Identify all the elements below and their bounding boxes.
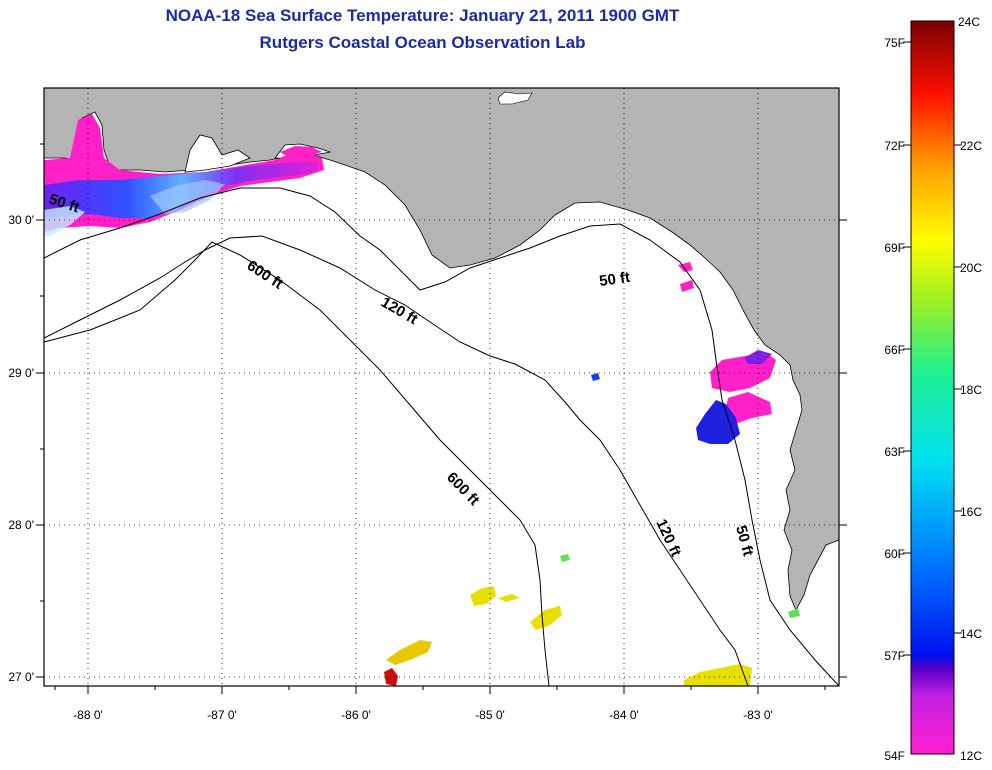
sst-streak-light	[150, 180, 225, 214]
lat-label: 30 0'	[8, 213, 34, 227]
sst-streak-cyan	[44, 206, 85, 236]
contour-label-50ft-north: 50 ft	[598, 269, 631, 290]
map-frame	[43, 87, 840, 687]
lat-label: 27 0'	[8, 670, 34, 684]
sst-patch-warm-1	[470, 586, 520, 606]
colorbar-label-f: 69F	[884, 241, 905, 255]
colorbar-label-c: 24C	[958, 15, 980, 29]
sst-patch-bigbend-violet	[744, 350, 772, 364]
lon-label: -85 0'	[475, 708, 505, 722]
colorbar-label-f: 63F	[884, 445, 905, 459]
lat-label: 28 0'	[8, 518, 34, 532]
land-mass	[44, 88, 839, 611]
contour-600ft	[44, 241, 550, 686]
map-subtitle: Rutgers Coastal Ocean Observation Lab	[259, 33, 586, 52]
contour-50ft	[44, 187, 839, 686]
sst-patch-warm-4	[684, 664, 752, 686]
colorbar-label-c: 22C	[960, 139, 982, 153]
sst-patch-north	[678, 262, 694, 292]
sst-patch-bigbend-blue	[696, 400, 740, 444]
colorbar-label-f: 57F	[884, 649, 905, 663]
colorbar-label-f: 72F	[884, 139, 905, 153]
colorbar-ticks	[903, 41, 962, 656]
inland-lake	[497, 91, 533, 105]
lon-label: -84 0'	[609, 708, 639, 722]
colorbar-label-f: 54F	[884, 749, 905, 763]
sst-patch-warm-2	[530, 606, 562, 630]
colorbar-label-f: 66F	[884, 343, 905, 357]
lon-label: -86 0'	[341, 708, 371, 722]
lat-label: 29 0'	[8, 366, 34, 380]
colorbar-label-c: 14C	[960, 627, 982, 641]
sst-patch-warm-3	[386, 640, 432, 665]
axis-ticks	[36, 143, 847, 694]
sst-patch-speck	[591, 373, 600, 381]
map-title: NOAA-18 Sea Surface Temperature: January…	[165, 6, 680, 25]
colorbar-label-f: 75F	[884, 36, 905, 50]
lon-label: -83 0'	[743, 708, 773, 722]
sst-patch-bigbend-2	[725, 392, 772, 424]
colorbar-label-c: 16C	[960, 505, 982, 519]
colorbar	[910, 20, 955, 755]
lon-label: -87 0'	[207, 708, 237, 722]
lon-label: -88 0'	[73, 708, 103, 722]
colorbar-label-c: 18C	[960, 383, 982, 397]
bay-mid	[184, 134, 251, 173]
sst-patch-bay	[280, 146, 322, 157]
colorbar-label-f: 60F	[884, 547, 905, 561]
colorbar-label-c: 20C	[960, 261, 982, 275]
contour-120ft	[44, 235, 749, 686]
sst-patch-hot	[384, 668, 398, 686]
colorbar-label-c: 12C	[960, 749, 982, 763]
